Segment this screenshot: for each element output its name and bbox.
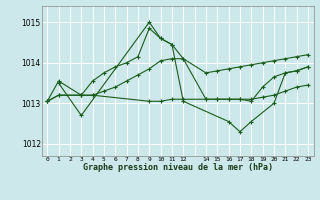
X-axis label: Graphe pression niveau de la mer (hPa): Graphe pression niveau de la mer (hPa) — [83, 163, 273, 172]
